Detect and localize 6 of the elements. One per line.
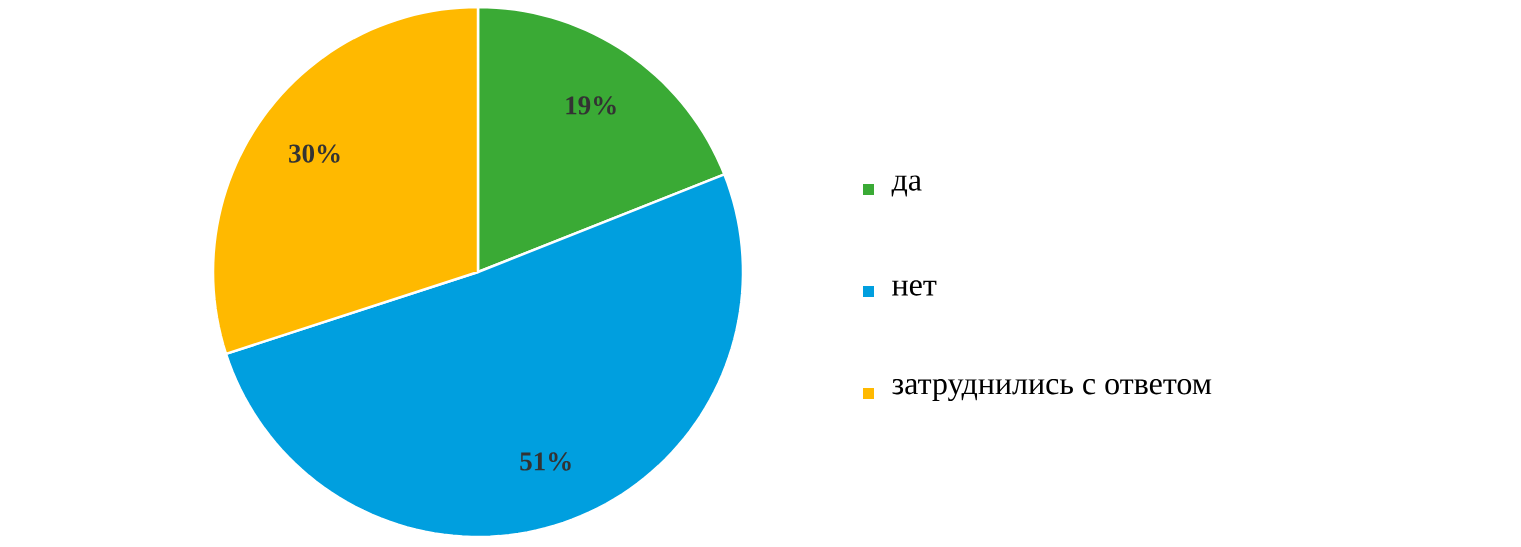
data-label: 19% — [566, 96, 616, 115]
data-label: 30% — [289, 144, 340, 163]
legend-label: нет — [892, 280, 937, 296]
legend-label: да — [891, 175, 922, 197]
legend-label: затруднились с ответом — [892, 379, 1212, 401]
data-label: 51% — [520, 452, 571, 471]
